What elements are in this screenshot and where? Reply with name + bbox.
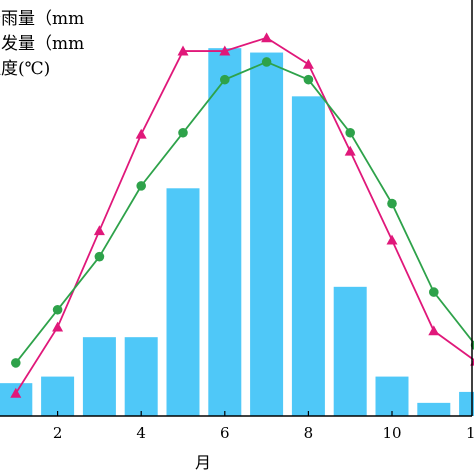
series-point bbox=[470, 358, 474, 366]
bar bbox=[333, 286, 367, 416]
series-point bbox=[428, 325, 440, 336]
bar bbox=[291, 96, 325, 416]
bar bbox=[208, 48, 242, 416]
series-point bbox=[136, 181, 146, 191]
series-point bbox=[261, 32, 273, 43]
series-point bbox=[93, 225, 105, 236]
bar bbox=[166, 188, 200, 416]
x-tick-label: 2 bbox=[53, 424, 63, 442]
series-point bbox=[94, 251, 105, 262]
series-point bbox=[52, 304, 63, 315]
bar bbox=[82, 337, 116, 416]
legend-entry: 蒸发量（mm bbox=[0, 34, 84, 54]
bars-group bbox=[0, 48, 474, 417]
series-point bbox=[10, 387, 22, 398]
x-tick-label: 4 bbox=[136, 424, 146, 442]
x-tick-label: 8 bbox=[304, 424, 314, 442]
series-point bbox=[344, 145, 356, 156]
bar bbox=[459, 391, 474, 416]
series-point bbox=[52, 321, 64, 332]
series-point bbox=[386, 234, 398, 245]
series-point bbox=[345, 127, 356, 138]
series-point bbox=[261, 57, 272, 67]
series-point bbox=[11, 358, 21, 368]
bar bbox=[417, 402, 451, 416]
series-point bbox=[302, 58, 314, 69]
bar bbox=[124, 337, 158, 416]
bar bbox=[41, 376, 75, 416]
bar bbox=[0, 383, 33, 416]
series-point bbox=[220, 74, 230, 85]
series-point bbox=[178, 127, 188, 138]
x-tick-label: 6 bbox=[220, 424, 230, 442]
series-line-0 bbox=[15, 36, 474, 394]
legend-entry: 降雨量（mm bbox=[0, 9, 84, 29]
series-line-1 bbox=[15, 60, 474, 364]
series-point bbox=[303, 74, 314, 85]
bar bbox=[375, 376, 409, 416]
x-tick-label: 12 bbox=[466, 424, 474, 442]
x-ticks-group: 2 4 6 8 10 12 bbox=[53, 411, 474, 442]
series-point bbox=[177, 45, 189, 56]
lines-group bbox=[10, 32, 474, 398]
series-point bbox=[387, 198, 397, 209]
x-axis-label: 月 bbox=[195, 453, 211, 472]
series-point bbox=[135, 128, 147, 139]
x-tick-label: 10 bbox=[382, 424, 401, 442]
series-point bbox=[219, 45, 231, 56]
legend-entry: 温度(℃) bbox=[0, 59, 50, 79]
series-point bbox=[429, 287, 439, 297]
legend: 降雨量（mm 蒸发量（mm 温度(℃) bbox=[0, 9, 84, 79]
bar bbox=[250, 52, 284, 417]
